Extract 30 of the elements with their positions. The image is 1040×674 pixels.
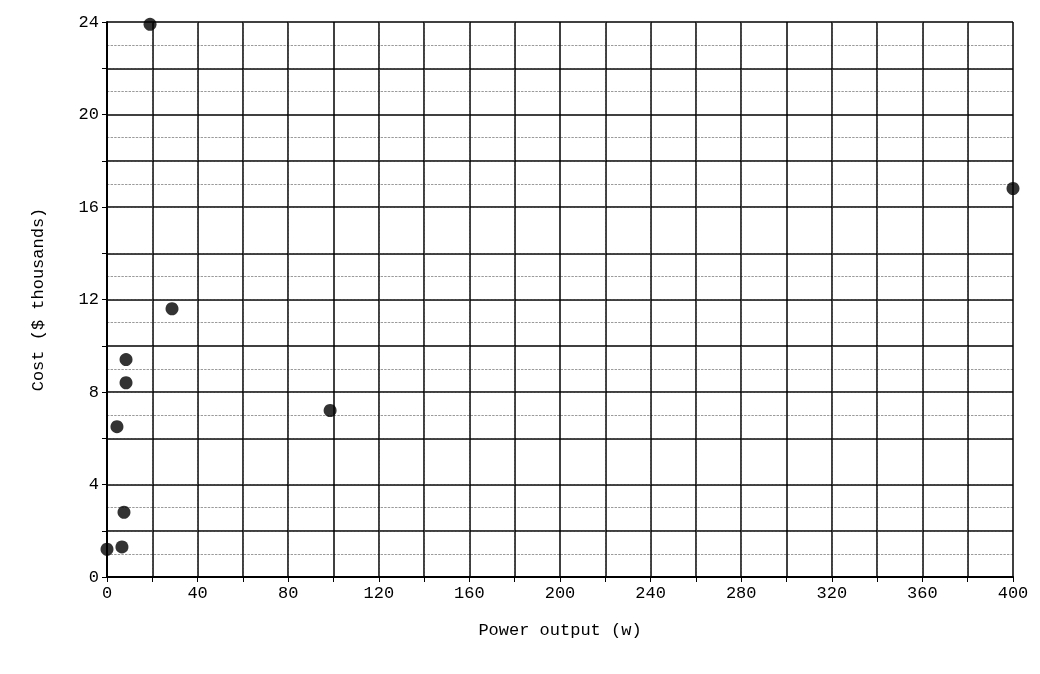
x-tick-label: 40 (187, 584, 208, 603)
point (119, 376, 133, 390)
point (165, 302, 179, 316)
x-tick-label: 360 (907, 584, 938, 603)
x-tick-label: 200 (544, 584, 576, 603)
x-tick-label: 240 (635, 584, 666, 603)
y-tick-label: 0 (88, 567, 99, 587)
y-tick-label: 20 (78, 105, 99, 124)
point (119, 353, 133, 367)
x-axis-title: Power output (w) (478, 621, 642, 640)
x-tick-label: 320 (816, 584, 848, 603)
x-tick-label: 280 (725, 584, 757, 603)
point (110, 420, 124, 434)
point (115, 540, 129, 554)
y-tick-label: 12 (78, 290, 99, 309)
y-tick-label: 16 (78, 197, 99, 217)
x-tick-label: 400 (997, 584, 1029, 603)
y-tick-label: 4 (88, 475, 99, 494)
point (323, 404, 337, 417)
point (100, 542, 114, 556)
x-tick-label: 80 (278, 584, 299, 603)
x-tick-label: 0 (101, 584, 113, 603)
x-tick-label: 120 (363, 584, 395, 603)
point (117, 505, 131, 519)
point (143, 17, 157, 31)
point (1006, 182, 1020, 195)
y-tick-label: 24 (78, 12, 99, 32)
x-tick-label: 160 (454, 584, 485, 603)
y-tick-label: 8 (88, 382, 99, 402)
y-axis-title: Cost ($ thousands) (29, 207, 48, 392)
